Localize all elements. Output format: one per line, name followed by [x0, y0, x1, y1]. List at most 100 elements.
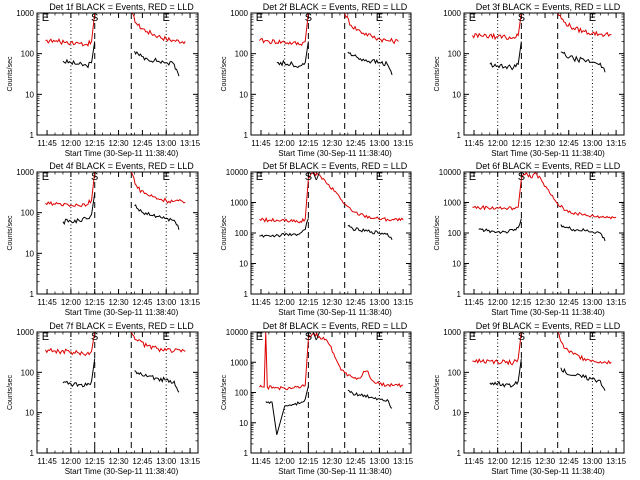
- y-tick-label: 10000: [226, 168, 249, 177]
- x-tick-label: 12:30: [109, 298, 130, 307]
- x-tick-label: 13:15: [180, 139, 201, 148]
- x-tick-label: 12:30: [535, 139, 556, 148]
- marker-e: E: [469, 331, 476, 343]
- series-group: [45, 332, 186, 393]
- y-tick-label: 10: [452, 260, 461, 269]
- marker-e: E: [376, 171, 383, 183]
- marker-v: V: [313, 171, 321, 183]
- plot-frame: [36, 12, 199, 136]
- lld-series-line: [259, 332, 404, 391]
- events-series-line: [134, 204, 180, 230]
- x-tick-label: 12:15: [511, 298, 532, 307]
- panel-4: Det 4f BLACK = Events, RED = LLD Counts/s…: [7, 161, 201, 317]
- lld-series-line: [472, 332, 523, 366]
- x-tick-label: 11:45: [464, 298, 484, 307]
- marker-s: S: [91, 331, 98, 343]
- y-axis-label: Counts/sec: [434, 215, 441, 251]
- marker-e: E: [469, 171, 476, 183]
- lld-series-line: [45, 332, 97, 356]
- plot-frame: [463, 171, 625, 295]
- series-group: [45, 13, 186, 77]
- x-tick-label: 12:30: [109, 457, 130, 466]
- panel-7: Det 7f BLACK = Events, RED = LLD Counts/s…: [7, 321, 201, 476]
- marker-e: E: [469, 12, 476, 24]
- y-tick-label: 100: [21, 368, 35, 377]
- x-axis-label: Start Time (30-Sep-11 11:38:40): [65, 467, 179, 476]
- y-tick-label: 10: [239, 90, 248, 99]
- y-tick-label: 10: [452, 409, 461, 418]
- x-axis-label: Start Time (30-Sep-11 11:38:40): [278, 149, 392, 158]
- x-tick-label: 13:15: [393, 457, 414, 466]
- marker-e: E: [589, 12, 596, 24]
- panel-5: Det 5f BLACK = Events, RED = LLD Counts/s…: [221, 161, 414, 317]
- x-tick-label: 12:00: [61, 457, 82, 466]
- x-axis-label: Start Time (30-Sep-11 11:38:40): [65, 308, 179, 317]
- panel-1: Det 1f BLACK = Events, RED = LLD Counts/s…: [7, 2, 201, 158]
- y-tick-label: 10000: [439, 168, 462, 177]
- y-tick-label: 1000: [16, 328, 34, 337]
- series-group: [471, 13, 612, 73]
- y-tick-label: 100: [21, 50, 35, 59]
- x-tick-label: 12:30: [322, 139, 343, 148]
- panel-title: Det 1f BLACK = Events, RED = LLD: [49, 2, 194, 12]
- y-tick-label: 10: [25, 409, 34, 418]
- x-axis-label: Start Time (30-Sep-11 11:38:40): [65, 149, 179, 158]
- x-tick-label: 12:30: [535, 457, 556, 466]
- y-tick-label: 100: [21, 209, 35, 218]
- x-tick-label: 12:00: [275, 139, 296, 148]
- lld-series-line: [471, 13, 523, 41]
- y-tick-label: 10: [25, 90, 34, 99]
- y-tick-label: 1: [244, 290, 249, 299]
- x-axis-label: Start Time (30-Sep-11 11:38:40): [278, 467, 392, 476]
- y-tick-label: 100: [235, 50, 249, 59]
- panel-6: Det 6f BLACK = Events, RED = LLD Counts/s…: [434, 161, 627, 317]
- marker-e: E: [256, 12, 263, 24]
- y-axis-label: Counts/sec: [7, 56, 14, 92]
- x-tick-label: 11:45: [37, 298, 57, 307]
- x-tick-label: 13:00: [369, 457, 390, 466]
- y-axis-label: Counts/sec: [7, 215, 14, 251]
- events-series-line: [489, 41, 522, 71]
- lld-series-line: [472, 172, 617, 220]
- series-group: [472, 332, 612, 391]
- x-tick-label: 12:45: [559, 298, 580, 307]
- y-tick-label: 1: [30, 449, 35, 458]
- x-tick-label: 13:00: [156, 139, 177, 148]
- events-series-line: [134, 370, 180, 393]
- y-tick-label: 1: [244, 449, 249, 458]
- x-tick-label: 13:15: [180, 298, 201, 307]
- x-tick-label: 11:45: [251, 457, 271, 466]
- x-tick-label: 11:45: [251, 139, 271, 148]
- panel-title: Det 3f BLACK = Events, RED = LLD: [476, 2, 621, 12]
- x-tick-label: 12:45: [132, 139, 153, 148]
- y-tick-label: 100: [448, 229, 462, 238]
- marker-e: E: [256, 171, 263, 183]
- y-tick-label: 10: [239, 260, 248, 269]
- marker-s: S: [91, 12, 98, 24]
- x-tick-label: 12:00: [61, 298, 82, 307]
- x-tick-label: 12:00: [275, 298, 296, 307]
- y-tick-label: 10: [25, 249, 34, 258]
- marker-e: E: [256, 331, 263, 343]
- marker-e: E: [589, 171, 596, 183]
- y-tick-label: 1: [457, 290, 462, 299]
- x-tick-label: 11:45: [37, 457, 57, 466]
- x-tick-label: 12:15: [85, 298, 106, 307]
- lld-series-line: [259, 13, 310, 47]
- x-tick-label: 13:00: [582, 139, 603, 148]
- lld-series-line: [130, 172, 186, 204]
- series-group: [45, 172, 186, 230]
- x-tick-label: 13:15: [606, 139, 627, 148]
- plot-frame: [250, 331, 412, 454]
- events-series-line: [276, 41, 309, 69]
- x-tick-label: 13:15: [606, 298, 627, 307]
- marker-s: S: [518, 12, 525, 24]
- x-tick-label: 12:15: [511, 457, 532, 466]
- y-axis-label: Counts/sec: [434, 374, 441, 410]
- y-axis-label: Counts/sec: [221, 374, 228, 410]
- x-tick-label: 12:00: [61, 139, 82, 148]
- plot-frame: [463, 12, 625, 136]
- lld-series-line: [131, 13, 186, 45]
- panel-3: Det 3f BLACK = Events, RED = LLD Counts/s…: [434, 2, 627, 158]
